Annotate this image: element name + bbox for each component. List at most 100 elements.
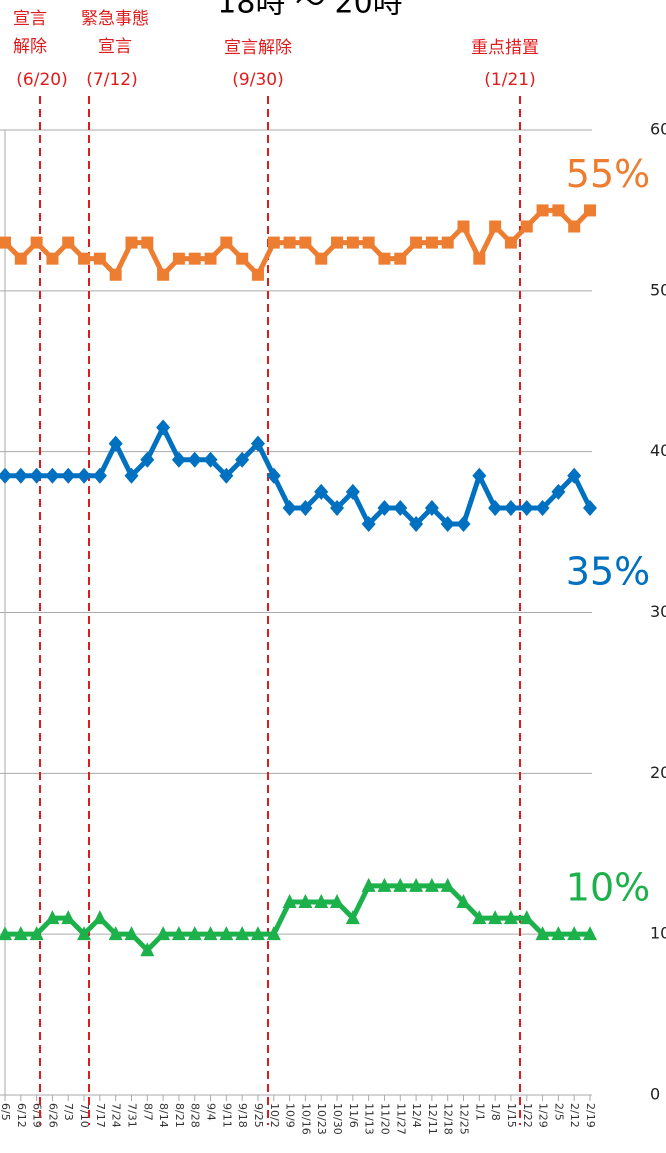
marker [535,926,550,941]
marker [250,435,265,452]
y-tick-label: 30 [650,602,666,621]
marker [282,499,297,516]
event-label: 宣言解除 [224,38,292,58]
marker [45,910,60,925]
event-label: 解除 [13,37,47,57]
series-line [5,883,590,953]
x-tick-label: 10/2 [268,1103,281,1128]
marker [203,926,218,941]
chart-title: 18時 ～ 20時 [217,0,402,21]
x-tick-label: 11/13 [363,1103,376,1135]
marker [583,499,597,516]
marker [346,236,359,249]
marker [92,910,107,925]
marker [424,499,439,516]
marker [425,236,438,249]
x-tick-label: 6/19 [31,1103,44,1128]
marker [267,236,280,249]
marker [30,236,43,249]
marker [440,516,455,533]
marker [298,894,313,908]
marker [536,204,549,217]
marker [299,236,312,249]
marker [251,268,264,281]
marker [520,220,533,233]
marker [584,204,596,217]
y-tick-label: 20 [650,763,666,782]
marker [331,236,344,249]
marker [314,483,329,500]
marker [503,910,518,925]
marker [567,926,582,941]
x-tick-label: 12/11 [426,1103,439,1135]
marker [298,499,313,516]
x-tick-label: 6/5 [0,1103,12,1121]
marker [535,499,550,516]
marker [440,877,455,892]
x-tick-label: 11/27 [394,1103,407,1135]
marker [409,516,424,533]
marker [235,926,250,941]
marker [108,926,123,941]
series-end-label: 55% [566,152,650,196]
x-tick-label: 6/26 [46,1103,59,1128]
y-tick-label: 40 [650,441,666,460]
marker [567,467,582,484]
marker [29,467,44,484]
marker [314,894,329,908]
x-tick-label: 10/23 [315,1103,328,1135]
marker [315,252,328,265]
event-date: (7/12) [86,70,137,90]
marker [235,451,250,468]
x-tick-label: 6/12 [15,1103,28,1128]
marker [77,467,92,484]
x-tick-label: 1/22 [521,1103,534,1128]
marker [473,252,486,265]
marker [219,467,234,484]
marker [361,516,376,533]
marker [377,877,392,892]
x-tick-label: 12/18 [442,1103,455,1135]
marker [61,467,76,484]
y-tick-label: 60 [650,120,666,139]
marker [188,252,201,265]
marker [171,926,186,941]
x-tick-label: 8/28 [189,1103,202,1128]
marker [457,220,470,233]
x-tick-label: 7/3 [62,1103,75,1121]
x-tick-label: 1/1 [473,1103,486,1121]
marker [45,467,60,484]
marker [236,252,249,265]
marker [109,268,122,281]
marker [282,894,297,908]
x-tick-label: 2/19 [584,1103,597,1128]
marker [552,204,565,217]
y-tick-label: 10 [650,924,666,943]
marker [141,236,154,249]
x-tick-label: 9/4 [205,1103,218,1121]
marker [519,910,534,925]
marker [361,877,376,892]
y-tick-label: 50 [650,280,666,299]
marker [156,419,171,436]
marker [61,910,76,925]
x-tick-label: 11/6 [347,1103,360,1128]
marker [204,252,217,265]
y-tick-label: 0 [650,1085,660,1104]
marker [124,926,139,941]
event-date: (9/30) [232,70,283,90]
marker [171,451,186,468]
marker [489,220,502,233]
marker [519,499,534,516]
marker [266,467,281,484]
marker [62,236,75,249]
marker [503,499,518,516]
x-tick-label: 10/16 [299,1103,312,1135]
marker [377,499,392,516]
x-tick-label: 8/14 [157,1103,170,1128]
marker [13,926,28,941]
marker [29,926,44,941]
marker [393,499,408,516]
x-tick-label: 2/12 [568,1103,581,1128]
